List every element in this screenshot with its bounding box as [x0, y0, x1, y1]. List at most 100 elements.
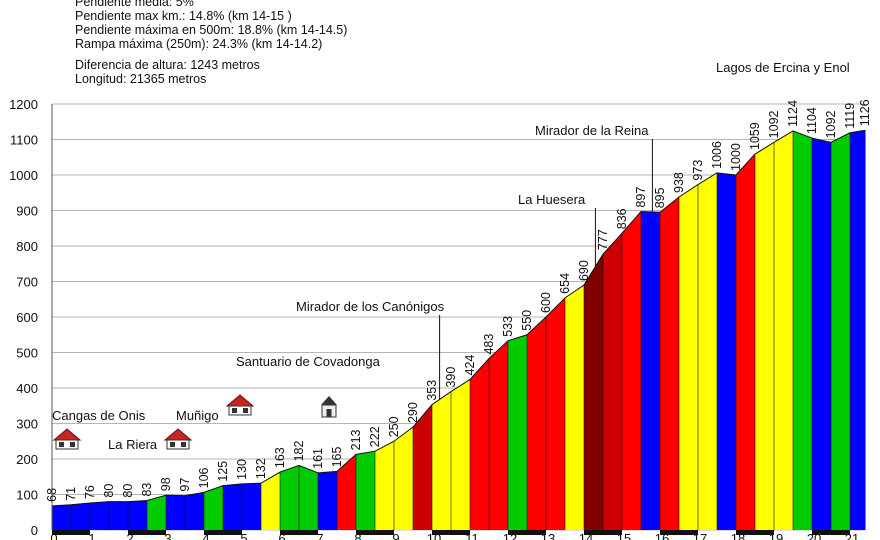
window [70, 442, 75, 447]
elevation-label: 1104 [805, 107, 819, 134]
place-label: Muñigo [176, 408, 219, 423]
y-tick-label: 100 [16, 488, 38, 503]
elevation-label: 213 [349, 429, 363, 450]
y-tick-label: 400 [16, 381, 38, 396]
elevation-label: 424 [463, 355, 477, 376]
house-icon [225, 394, 255, 416]
elevation-label: 163 [273, 447, 287, 468]
roof [321, 396, 337, 405]
window [181, 442, 186, 447]
profile-segment [356, 451, 375, 530]
x-tick-label: 3 [164, 531, 171, 540]
x-axis-bar-segment [432, 530, 470, 535]
elevation-label: 130 [235, 459, 249, 480]
window [170, 442, 175, 447]
elevation-label: 895 [653, 187, 667, 208]
x-tick-label: 20 [807, 531, 821, 540]
y-tick-label: 800 [16, 239, 38, 254]
elevation-label: 973 [691, 160, 705, 181]
elevation-label: 83 [140, 483, 154, 497]
x-axis-bar-segment [52, 530, 90, 535]
profile-segment [660, 197, 679, 530]
stat-diferencia-altura: Diferencia de altura: 1243 metros [75, 58, 260, 72]
elevation-label: 132 [254, 458, 268, 479]
x-tick-label: 0 [50, 531, 57, 540]
elevation-label: 80 [121, 484, 135, 498]
profile-segment [71, 503, 90, 530]
profile-segment [337, 454, 356, 530]
x-tick-label: 10 [427, 531, 441, 540]
elevation-label: 125 [216, 461, 230, 482]
profile-segment [470, 358, 489, 530]
x-tick-label: 14 [579, 531, 593, 540]
y-tick-label: 500 [16, 346, 38, 361]
x-tick-label: 7 [316, 531, 323, 540]
elevation-label: 938 [672, 172, 686, 193]
elevation-label: 76 [83, 485, 97, 499]
elevation-label: 222 [368, 426, 382, 447]
window [243, 408, 248, 413]
x-tick-label: 2 [126, 531, 133, 540]
y-tick-label: 1100 [10, 133, 38, 148]
x-axis-bar-segment [736, 530, 774, 535]
x-axis-bar-segment [812, 530, 850, 535]
profile-segment [128, 500, 147, 530]
elevation-label: 390 [444, 367, 458, 388]
elevation-label: 182 [292, 440, 306, 461]
elevation-label: 836 [615, 208, 629, 229]
house-icon [163, 428, 193, 450]
x-tick-label: 6 [278, 531, 285, 540]
x-tick-label: 11 [465, 531, 479, 540]
profile-outline [51, 129, 866, 507]
profile-segment [717, 172, 736, 530]
x-axis-bar-segment [280, 530, 318, 535]
elevation-label: 533 [501, 316, 515, 337]
y-tick-label: 1000 [9, 168, 38, 183]
elevation-label: 690 [577, 260, 591, 281]
y-tick-label: 1200 [9, 97, 38, 112]
profile-segment [812, 138, 831, 530]
profile-segment [223, 483, 242, 530]
x-tick-label: 5 [240, 531, 247, 540]
stat-pendiente-media: Pendiente media: 5% [75, 0, 194, 9]
place-label: Mirador de los Canónigos [296, 299, 445, 314]
profile-segment [565, 285, 584, 530]
profile-segment [641, 211, 660, 530]
x-tick-label: 15 [617, 531, 631, 540]
elevation-label: 98 [159, 477, 173, 491]
y-tick-label: 600 [16, 310, 38, 325]
profile-segment [679, 184, 698, 530]
place-label: Lagos de Ercina y Enol [716, 60, 850, 75]
y-tick-label: 700 [16, 275, 38, 290]
x-axis-bar-segment [508, 530, 546, 535]
profile-segment [850, 130, 866, 530]
profile-segment [451, 379, 470, 530]
profile-segment [755, 142, 774, 530]
wall [166, 439, 190, 450]
x-axis-bar-segment [204, 530, 242, 535]
profile-segment [375, 441, 394, 530]
profile-segment [546, 297, 565, 530]
window [232, 408, 237, 413]
profile-segment [242, 483, 261, 530]
profile-stats: Pendiente media: 5% Pendiente max km.: 1… [75, 0, 347, 86]
profile-segments [51, 129, 866, 531]
elevation-label: 250 [387, 416, 401, 437]
profile-segment [204, 485, 223, 530]
stat-pendiente-max-km: Pendiente max km.: 14.8% (km 14-15 ) [75, 9, 292, 23]
chart-annotations: Cangas de Onis La Riera Muñigo Santuario de… [52, 60, 850, 452]
elevation-label: 1006 [710, 141, 724, 169]
elevation-label: 290 [406, 402, 420, 423]
elevation-label: 897 [634, 187, 648, 208]
x-tick-label: 17 [693, 531, 707, 540]
y-tick-label: 200 [16, 452, 38, 467]
x-axis-bar-segment [356, 530, 394, 535]
profile-segment [584, 254, 603, 531]
x-tick-label: 9 [392, 531, 399, 540]
place-label: La Riera [108, 437, 158, 452]
elevation-value-labels: 68 71 76 80 80 83 98 97 106 125 130 132 163 182 161 165… [45, 99, 872, 502]
profile-segment [698, 172, 717, 530]
elevation-label: 71 [64, 487, 78, 501]
elevation-label: 550 [520, 310, 534, 331]
